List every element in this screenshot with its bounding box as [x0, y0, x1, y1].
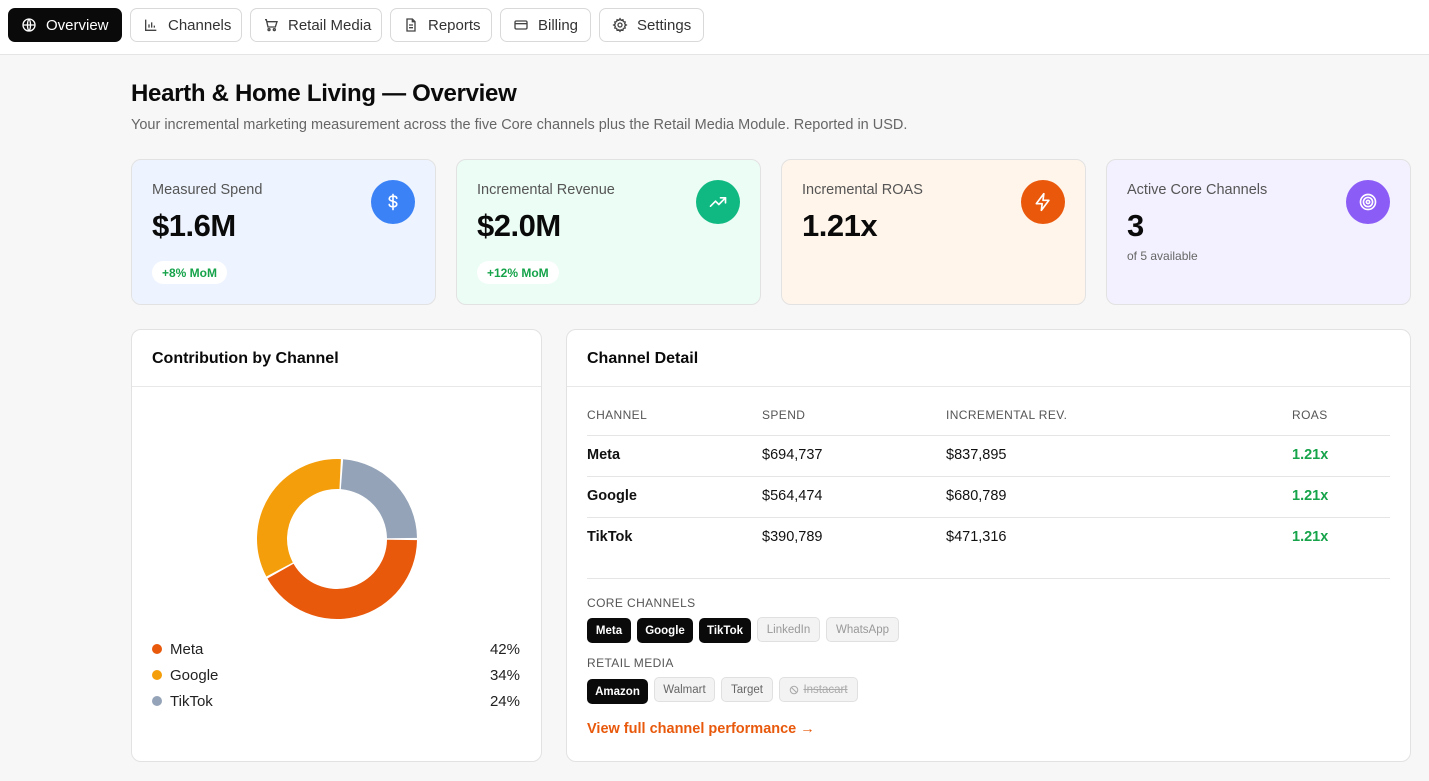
- cell-channel: Meta: [587, 447, 621, 463]
- chip-google[interactable]: Google: [637, 618, 693, 643]
- cell-incremental-rev: $837,895: [946, 447, 1007, 463]
- chip-label: Instacart: [803, 683, 848, 696]
- kpi-value: $1.6M: [152, 208, 236, 243]
- gear-icon: [612, 17, 628, 33]
- cell-spend: $390,789: [762, 529, 823, 545]
- cell-channel: Google: [587, 488, 637, 504]
- chip-instacart[interactable]: Instacart: [779, 677, 858, 702]
- shopping-cart-icon: [265, 19, 278, 32]
- dollar-icon: [371, 180, 415, 224]
- page-title: Hearth & Home Living — Overview: [131, 80, 517, 107]
- kpi-value: 3: [1127, 208, 1144, 243]
- chip-linkedin[interactable]: LinkedIn: [757, 617, 820, 642]
- cell-roas: 1.21x: [1292, 529, 1329, 545]
- column-header-channel: CHANNEL: [587, 408, 648, 422]
- legend-dot: [152, 670, 162, 680]
- tab-label: Settings: [637, 16, 692, 34]
- tab-reports[interactable]: Reports: [390, 8, 492, 42]
- legend-item-tiktok: TikTok 24%: [152, 691, 520, 711]
- bar-chart-icon: [145, 19, 157, 31]
- cell-incremental-rev: $680,789: [946, 488, 1007, 504]
- core-channels-label: CORE CHANNELS: [587, 596, 696, 610]
- tab-channels[interactable]: Channels: [130, 8, 242, 42]
- blocked-icon: [790, 685, 799, 694]
- tab-settings[interactable]: Settings: [599, 8, 704, 42]
- panel-title: Contribution by Channel: [132, 330, 541, 387]
- donut-chart: [257, 459, 417, 619]
- legend-percent: 42%: [489, 640, 520, 658]
- file-text-icon: [406, 18, 416, 32]
- tab-label: Overview: [46, 16, 109, 34]
- legend-item-meta: Meta 42%: [152, 639, 520, 659]
- tab-label: Retail Media: [288, 16, 372, 34]
- tab-billing[interactable]: Billing: [500, 8, 591, 42]
- tab-label: Billing: [538, 16, 579, 34]
- cell-incremental-rev: $471,316: [946, 529, 1007, 545]
- row-divider: [587, 517, 1390, 518]
- view-full-performance-link[interactable]: View full channel performance →: [587, 721, 815, 737]
- chip-tiktok[interactable]: TikTok: [699, 618, 751, 643]
- panel-title: Channel Detail: [567, 330, 1410, 387]
- kpi-card-incremental-roas: Incremental ROAS 1.21x: [781, 159, 1086, 305]
- legend-percent: 24%: [489, 692, 520, 710]
- tab-retail-media[interactable]: Retail Media: [250, 8, 382, 42]
- kpi-label: Measured Spend: [152, 182, 263, 198]
- top-nav: Overview Channels Retail Media Reports B…: [0, 0, 1429, 55]
- column-header-spend: SPEND: [762, 408, 806, 422]
- legend-dot: [152, 644, 162, 654]
- legend-label: Google: [170, 666, 219, 684]
- target-icon: [1346, 180, 1390, 224]
- cell-spend: $694,737: [762, 447, 823, 463]
- legend-percent: 34%: [489, 666, 520, 684]
- contribution-panel: Contribution by Channel Meta 42% Google …: [131, 329, 542, 762]
- cell-roas: 1.21x: [1292, 447, 1329, 463]
- cell-roas: 1.21x: [1292, 488, 1329, 504]
- kpi-note: of 5 available: [1127, 249, 1198, 263]
- section-divider: [587, 578, 1390, 579]
- tab-label: Reports: [428, 16, 481, 34]
- globe-icon: [22, 18, 36, 32]
- tab-overview[interactable]: Overview: [8, 8, 122, 42]
- tab-label: Channels: [168, 16, 232, 34]
- row-divider: [587, 476, 1390, 477]
- column-header-roas: ROAS: [1292, 408, 1328, 422]
- cell-channel: TikTok: [587, 529, 633, 545]
- chip-whatsapp[interactable]: WhatsApp: [826, 617, 899, 642]
- legend-dot: [152, 696, 162, 706]
- donut-slice-meta[interactable]: [267, 539, 417, 619]
- chip-walmart[interactable]: Walmart: [654, 677, 715, 702]
- kpi-delta-badge: +8% MoM: [152, 261, 228, 284]
- chip-meta[interactable]: Meta: [587, 618, 631, 643]
- donut-slice-google[interactable]: [257, 459, 341, 577]
- donut-slice-tiktok[interactable]: [340, 459, 417, 539]
- kpi-card-incremental-revenue: Incremental Revenue $2.0M +12% MoM: [456, 159, 761, 305]
- page-subtitle: Your incremental marketing measurement a…: [131, 117, 908, 133]
- kpi-value: $2.0M: [477, 208, 561, 243]
- kpi-label: Incremental ROAS: [802, 182, 923, 198]
- kpi-label: Active Core Channels: [1127, 182, 1268, 198]
- legend-label: Meta: [170, 640, 204, 658]
- column-header-incremental-rev: INCREMENTAL REV.: [946, 408, 1068, 422]
- credit-card-icon: [514, 20, 528, 30]
- kpi-delta-badge: +12% MoM: [477, 261, 559, 284]
- legend-label: TikTok: [170, 692, 213, 710]
- kpi-card-measured-spend: Measured Spend $1.6M +8% MoM: [131, 159, 436, 305]
- chip-target[interactable]: Target: [721, 677, 773, 702]
- cell-spend: $564,474: [762, 488, 823, 504]
- kpi-card-active-core-channels: Active Core Channels 3 of 5 available: [1106, 159, 1411, 305]
- legend-item-google: Google 34%: [152, 665, 520, 685]
- row-divider: [587, 435, 1390, 436]
- lightning-icon: [1021, 180, 1065, 224]
- kpi-value: 1.21x: [802, 208, 878, 243]
- trending-up-icon: [696, 180, 740, 224]
- chip-amazon[interactable]: Amazon: [587, 679, 648, 704]
- retail-media-label: RETAIL MEDIA: [587, 656, 674, 670]
- kpi-label: Incremental Revenue: [477, 182, 615, 198]
